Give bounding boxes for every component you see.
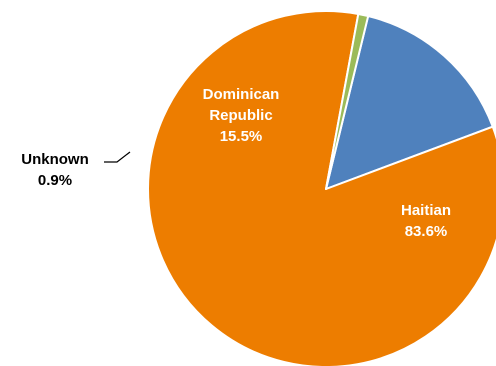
data-label-name: Republic xyxy=(209,107,272,124)
data-label-haitian: Haitian 83.6% xyxy=(401,202,451,240)
data-label-name: Haitian xyxy=(401,202,451,219)
pie-slice-haitian xyxy=(147,10,496,366)
leader-line-unknown xyxy=(104,151,131,163)
data-label-unknown: Unknown 0.9% xyxy=(21,151,89,189)
data-label-value: 0.9% xyxy=(38,172,72,189)
data-label-value: 83.6% xyxy=(405,223,448,240)
data-label-value: 15.5% xyxy=(220,128,263,145)
pie-slice-unknown xyxy=(325,12,370,190)
data-label-dominican-republic: Dominican Republic 15.5% xyxy=(203,86,280,145)
pie-slice-dominican-republic xyxy=(325,15,494,190)
data-label-name: Dominican xyxy=(203,86,280,103)
pie-slices xyxy=(147,10,496,366)
pie-labels: Dominican Republic 15.5% Haitian 83.6% Unknow… xyxy=(21,86,451,240)
data-label-name: Unknown xyxy=(21,151,89,168)
